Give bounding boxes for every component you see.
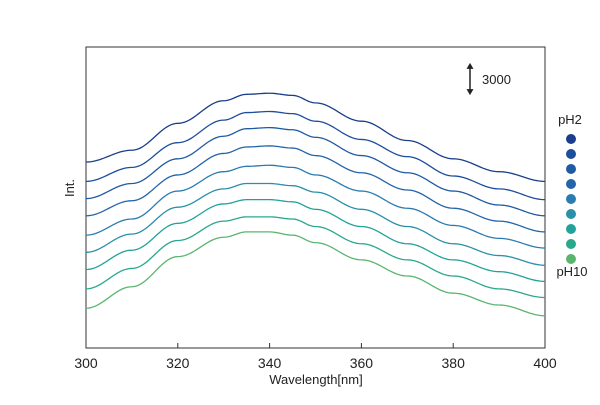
legend-bottom-label: pH10 xyxy=(556,264,587,279)
x-axis-label: Wavelength[nm] xyxy=(269,372,362,387)
series-line-3 xyxy=(85,126,546,217)
series-line-6 xyxy=(85,182,546,266)
legend-dot-8 xyxy=(566,239,576,249)
x-tick-label: 360 xyxy=(350,355,374,371)
x-tick-label: 320 xyxy=(166,355,190,371)
legend-dot-3 xyxy=(566,164,576,174)
series-line-5 xyxy=(85,164,546,249)
x-tick-label: 300 xyxy=(74,355,98,371)
legend-top-label: pH2 xyxy=(558,112,582,127)
y-axis-label: Int. xyxy=(62,179,77,197)
scale-bar: 3000 xyxy=(466,62,511,96)
legend-dot-6 xyxy=(566,209,576,219)
scale-bar-arrow-up-icon xyxy=(466,62,474,69)
series-line-2 xyxy=(85,110,546,201)
plot-frame xyxy=(85,46,546,349)
series-line-9 xyxy=(85,231,546,317)
legend-dot-5 xyxy=(566,194,576,204)
series-line-8 xyxy=(85,216,546,299)
legend-dot-4 xyxy=(566,179,576,189)
series-line-4 xyxy=(85,145,546,233)
series-line-7 xyxy=(85,199,546,282)
scale-bar-arrow-down-icon xyxy=(466,89,474,96)
x-tick-label: 380 xyxy=(442,355,466,371)
legend-dot-2 xyxy=(566,149,576,159)
series-line-1 xyxy=(85,92,546,183)
scale-bar-label: 3000 xyxy=(482,72,511,87)
legend-dot-9 xyxy=(566,254,576,264)
legend-dots xyxy=(566,134,576,264)
legend: pH2 pH10 xyxy=(556,112,587,279)
series-layer xyxy=(85,92,546,317)
legend-dot-1 xyxy=(566,134,576,144)
x-tick-label: 340 xyxy=(258,355,282,371)
legend-dot-7 xyxy=(566,224,576,234)
x-axis: 300 320 340 360 380 400 xyxy=(74,343,557,371)
x-tick-label: 400 xyxy=(533,355,557,371)
